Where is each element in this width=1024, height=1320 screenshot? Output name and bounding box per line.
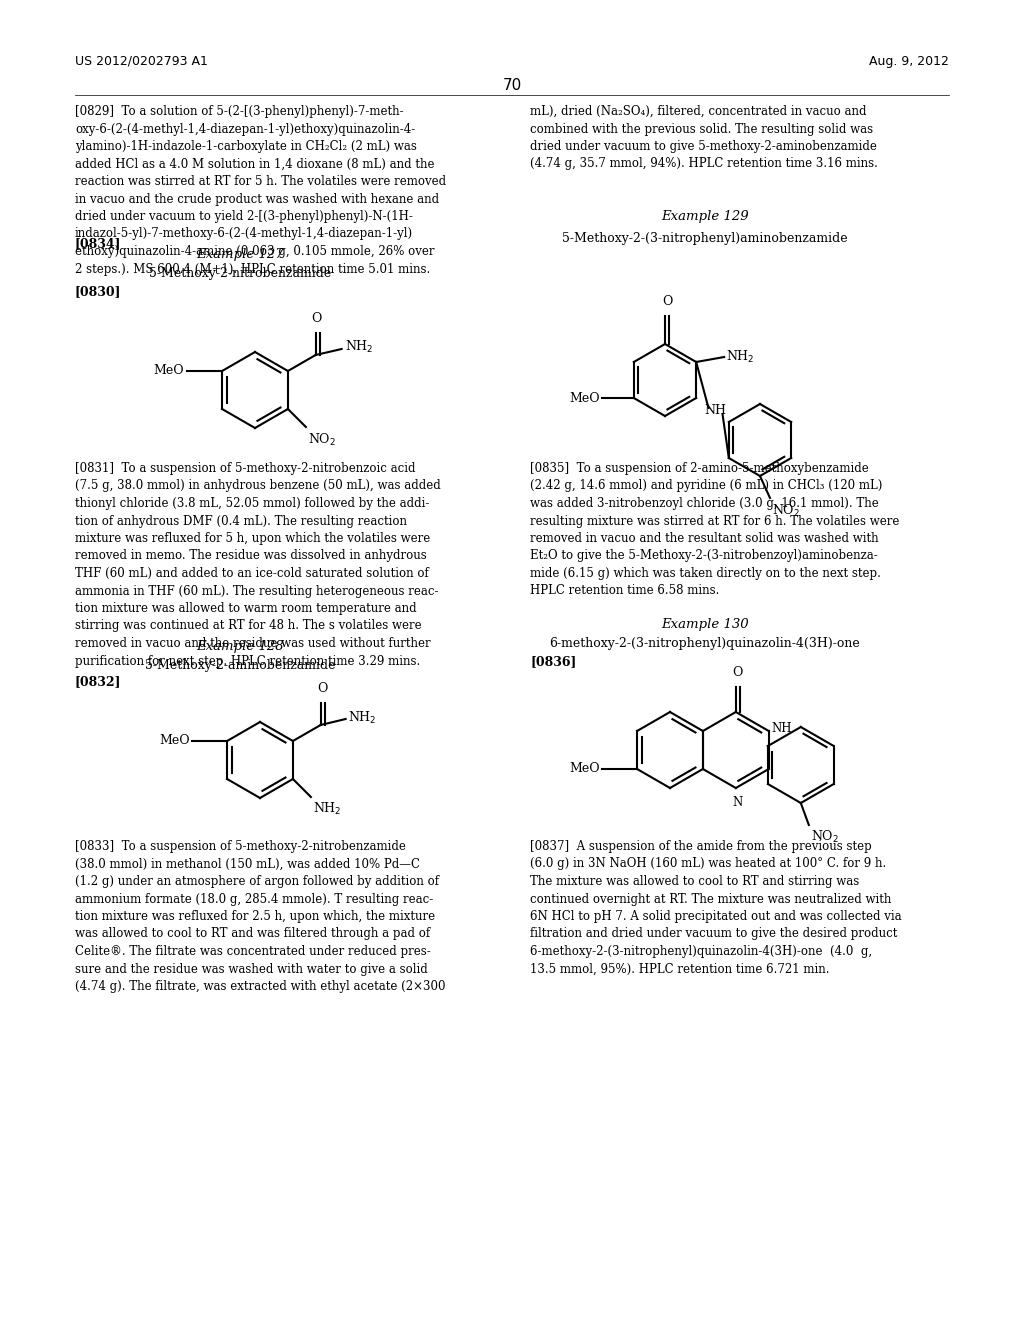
Text: O: O — [732, 667, 743, 678]
Text: 5-Methoxy-2-aminobenzamide: 5-Methoxy-2-aminobenzamide — [144, 659, 335, 672]
Text: NH$_2$: NH$_2$ — [347, 710, 376, 726]
Text: [0834]: [0834] — [75, 238, 122, 249]
Text: 70: 70 — [503, 78, 521, 92]
Text: MeO: MeO — [569, 763, 600, 776]
Text: [0837]  A suspension of the amide from the previous step
(6.0 g) in 3N NaOH (160: [0837] A suspension of the amide from th… — [530, 840, 901, 975]
Text: 5-Methoxy-2-(3-nitrophenyl)aminobenzamide: 5-Methoxy-2-(3-nitrophenyl)aminobenzamid… — [562, 232, 848, 246]
Text: mL), dried (Na₂SO₄), filtered, concentrated in vacuo and
combined with the previ: mL), dried (Na₂SO₄), filtered, concentra… — [530, 106, 878, 170]
Text: 5-Methoxy-2-nitrobenzamide: 5-Methoxy-2-nitrobenzamide — [148, 267, 331, 280]
Text: NO$_2$: NO$_2$ — [772, 503, 800, 519]
Text: NH$_2$: NH$_2$ — [313, 801, 341, 817]
Text: [0832]: [0832] — [75, 675, 122, 688]
Text: NH$_2$: NH$_2$ — [345, 339, 373, 355]
Text: O: O — [311, 312, 322, 325]
Text: MeO: MeO — [154, 364, 184, 378]
Text: NH: NH — [705, 404, 726, 417]
Text: [0835]  To a suspension of 2-amino-5-methoxybenzamide
(2.42 g, 14.6 mmol) and py: [0835] To a suspension of 2-amino-5-meth… — [530, 462, 899, 598]
Text: 6-methoxy-2-(3-nitrophenyl)quinazolin-4(3H)-one: 6-methoxy-2-(3-nitrophenyl)quinazolin-4(… — [550, 638, 860, 649]
Text: O: O — [317, 682, 328, 696]
Text: [0831]  To a suspension of 5-methoxy-2-nitrobenzoic acid
(7.5 g, 38.0 mmol) in a: [0831] To a suspension of 5-methoxy-2-ni… — [75, 462, 440, 668]
Text: O: O — [662, 294, 672, 308]
Text: Aug. 9, 2012: Aug. 9, 2012 — [869, 55, 949, 69]
Text: Example 130: Example 130 — [662, 618, 749, 631]
Text: NH: NH — [772, 722, 793, 734]
Text: Example 129: Example 129 — [662, 210, 749, 223]
Text: [0829]  To a solution of 5-(2-[(3-phenyl)phenyl)-7-meth-
oxy-6-(2-(4-methyl-1,4-: [0829] To a solution of 5-(2-[(3-phenyl)… — [75, 106, 446, 276]
Text: NO$_2$: NO$_2$ — [811, 829, 839, 845]
Text: [0836]: [0836] — [530, 655, 577, 668]
Text: US 2012/0202793 A1: US 2012/0202793 A1 — [75, 55, 208, 69]
Text: N: N — [733, 796, 743, 809]
Text: Example 127: Example 127 — [197, 248, 284, 261]
Text: Example 128: Example 128 — [197, 640, 284, 653]
Text: MeO: MeO — [569, 392, 600, 404]
Text: [0830]: [0830] — [75, 285, 122, 298]
Text: NO$_2$: NO$_2$ — [308, 432, 336, 447]
Text: MeO: MeO — [160, 734, 190, 747]
Text: NH$_2$: NH$_2$ — [726, 348, 755, 366]
Text: [0833]  To a suspension of 5-methoxy-2-nitrobenzamide
(38.0 mmol) in methanol (1: [0833] To a suspension of 5-methoxy-2-ni… — [75, 840, 445, 993]
